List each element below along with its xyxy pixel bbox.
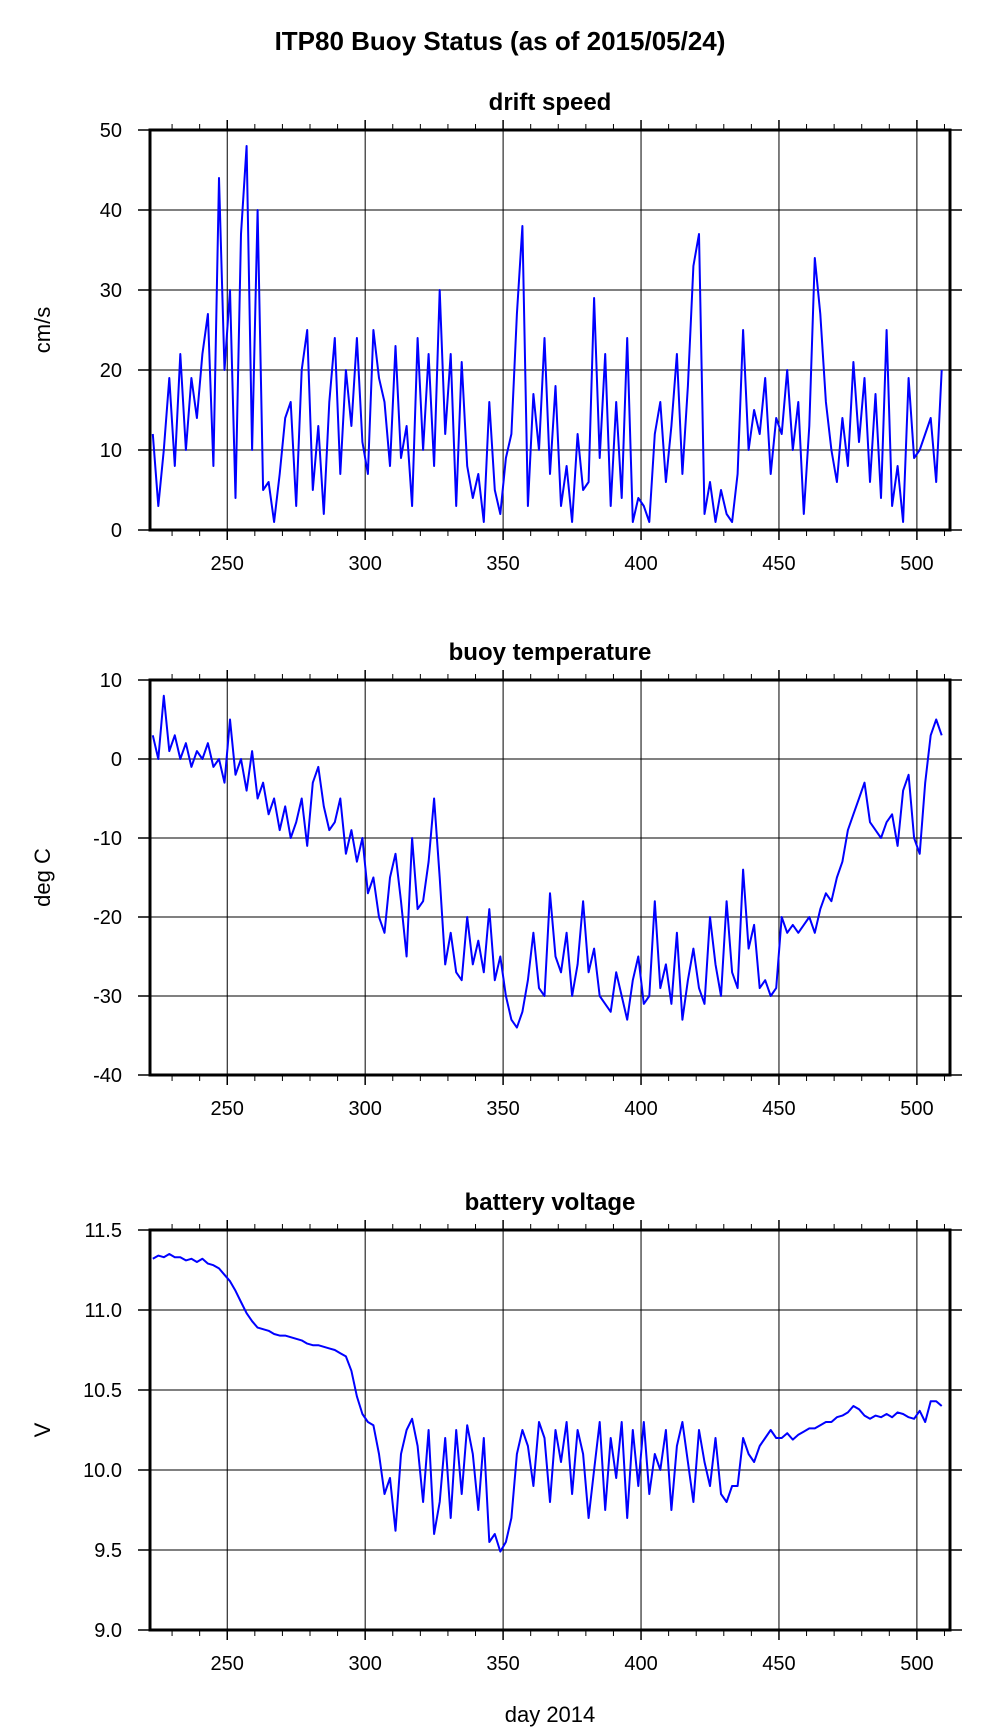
battery-voltage-y-axis-label: V [30, 1422, 55, 1437]
buoy-temperature-plot-frame [148, 678, 952, 1077]
battery-voltage-y-tick-label: 9.0 [94, 1620, 122, 1642]
buoy-temperature-series-line [151, 694, 943, 1029]
drift-speed-y-tick-label: 20 [100, 360, 122, 382]
buoy-temperature-y-tick-label: 0 [111, 749, 122, 771]
figure-title: ITP80 Buoy Status (as of 2015/05/24) [274, 26, 726, 56]
battery-voltage-x-tick-label: 300 [348, 1653, 381, 1675]
drift-speed-x-tick-label: 300 [348, 553, 381, 575]
battery-voltage-series-line [152, 1253, 943, 1553]
battery-voltage-x-tick-label: 500 [900, 1653, 933, 1675]
battery-voltage-y-tick-label: 11.0 [85, 1300, 122, 1322]
drift-speed-y-tick-label: 0 [111, 520, 122, 542]
drift-speed-x-tick-label: 250 [211, 553, 244, 575]
drift-speed-y-tick-label: 40 [100, 200, 122, 222]
buoy-temperature-panel: buoy temperature 250 300 350 400 450 500 -40 -30… [30, 639, 962, 1120]
battery-voltage-x-tick-label: 400 [624, 1653, 657, 1675]
battery-voltage-panel: battery voltage 250 300 350 400 450 500 9.0 9.5 1… [30, 1189, 962, 1727]
drift-speed-x-tick-label: 350 [486, 553, 519, 575]
buoy-temperature-y-tick-label: 10 [100, 670, 122, 692]
battery-voltage-plot-frame [148, 1228, 952, 1632]
battery-voltage-y-tick-label: 11.5 [85, 1220, 122, 1242]
drift-speed-plot-frame [148, 128, 952, 532]
buoy-temperature-y-tick-label: -40 [93, 1065, 122, 1087]
battery-voltage-x-tick-label: 250 [211, 1653, 244, 1675]
drift-speed-title: drift speed [489, 89, 612, 116]
buoy-temperature-y-tick-label: -20 [93, 907, 122, 929]
drift-speed-panel: drift speed 250 300 350 400 450 500 0 10 20 30 40 50… [30, 89, 962, 575]
buoy-temperature-x-tick-label: 300 [348, 1098, 381, 1120]
buoy-temperature-title: buoy temperature [449, 639, 652, 666]
battery-voltage-x-tick-label: 450 [762, 1653, 795, 1675]
drift-speed-x-tick-label: 400 [624, 553, 657, 575]
buoy-temperature-x-tick-label: 400 [624, 1098, 657, 1120]
drift-speed-y-tick-label: 30 [100, 280, 122, 302]
drift-speed-series-line [151, 145, 943, 523]
drift-speed-y-tick-label: 50 [100, 120, 122, 142]
buoy-temperature-y-tick-label: -30 [93, 986, 122, 1008]
buoy-temperature-x-tick-label: 250 [211, 1098, 244, 1120]
battery-voltage-x-axis-label: day 2014 [505, 1702, 596, 1727]
battery-voltage-x-tick-label: 350 [486, 1653, 519, 1675]
drift-speed-y-tick-label: 10 [100, 440, 122, 462]
drift-speed-y-axis-label: cm/s [30, 307, 55, 353]
drift-speed-x-tick-label: 500 [900, 553, 933, 575]
battery-voltage-title: battery voltage [465, 1189, 636, 1216]
battery-voltage-y-tick-label: 10.5 [83, 1380, 122, 1402]
drift-speed-x-tick-label: 450 [762, 553, 795, 575]
buoy-temperature-x-tick-label: 450 [762, 1098, 795, 1120]
buoy-temperature-x-tick-label: 500 [900, 1098, 933, 1120]
battery-voltage-y-tick-label: 9.5 [94, 1540, 122, 1562]
buoy-temperature-x-tick-label: 350 [486, 1098, 519, 1120]
buoy-temperature-y-tick-label: -10 [93, 828, 122, 850]
battery-voltage-y-tick-label: 10.0 [83, 1460, 122, 1482]
buoy-temperature-y-axis-label: deg C [30, 848, 55, 907]
